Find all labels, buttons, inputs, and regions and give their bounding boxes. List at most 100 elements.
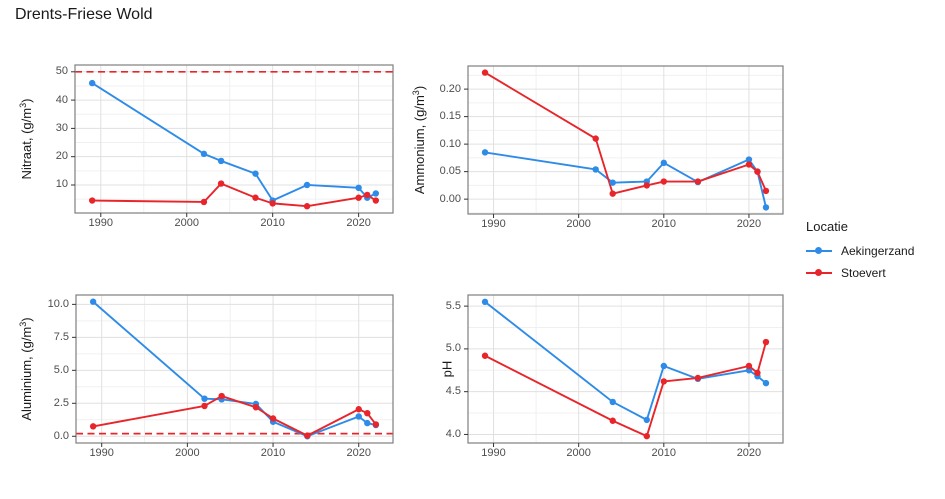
data-point (303, 181, 311, 189)
data-point (592, 166, 599, 173)
data-point (355, 413, 362, 420)
data-point (201, 402, 208, 410)
data-point (88, 79, 96, 87)
x-tick-label: 1990 (89, 447, 114, 459)
data-point (269, 415, 277, 422)
data-point (643, 432, 650, 440)
legend-item-label: Aekingerzand (841, 244, 915, 258)
legend: Locatie Aekingerzand Stoevert (806, 219, 914, 288)
y-tick-label: 7.5 (53, 330, 69, 343)
data-point (303, 203, 311, 210)
panel-background (468, 295, 783, 443)
data-point (364, 409, 371, 417)
data-point (660, 362, 668, 370)
panel-background (75, 65, 393, 213)
data-point (609, 398, 616, 406)
y-tick-label: 5.0 (53, 363, 69, 376)
data-point (592, 135, 599, 142)
data-point (304, 432, 311, 439)
y-tick-label: 0.10 (439, 137, 461, 150)
y-tick-label: 2.5 (53, 396, 69, 409)
x-tick-label: 1990 (481, 447, 506, 459)
legend-key-dot-icon (815, 247, 822, 254)
panel-border (467, 294, 784, 444)
x-tick-label: 2020 (346, 217, 371, 229)
data-point (252, 194, 259, 201)
y-tick-label: 50 (55, 65, 68, 78)
data-point (252, 404, 260, 411)
legend-item-aekingerzand: Aekingerzand (806, 244, 914, 258)
y-tick-label: 10 (55, 178, 68, 191)
data-point (355, 184, 362, 192)
data-point (745, 362, 753, 370)
data-point (481, 69, 489, 76)
data-point (694, 178, 702, 185)
nitraat-y-axis-label: Nitraat, (g/m3) (17, 98, 35, 180)
data-point (88, 197, 96, 204)
y-tick-label: 40 (55, 93, 68, 106)
panel-border (467, 65, 784, 215)
data-point (481, 149, 489, 156)
chart-title: Drents-Friese Wold (15, 6, 153, 23)
legend-item-stoevert: Stoevert (806, 266, 914, 280)
y-tick-label: 0.15 (439, 110, 461, 123)
data-point (364, 419, 371, 427)
data-point (200, 198, 208, 206)
data-point (660, 178, 668, 185)
data-point (217, 180, 225, 187)
aluminium-y-axis-label: Aluminium, (g/m3) (17, 317, 35, 421)
panel-background (468, 66, 783, 214)
data-point (745, 156, 753, 163)
x-tick-label: 2020 (346, 447, 371, 459)
ph-plot (464, 294, 784, 447)
x-tick-label: 2000 (174, 217, 199, 229)
panel-border (74, 64, 394, 214)
y-tick-label: 0.05 (439, 165, 461, 178)
y-tick-label: 30 (55, 121, 68, 134)
y-tick-label: 5.5 (445, 299, 461, 312)
data-point (481, 298, 489, 306)
data-point (372, 190, 380, 197)
data-point (643, 416, 650, 424)
y-tick-label: 0.00 (439, 192, 461, 205)
legend-key-aekingerzand (806, 244, 832, 258)
data-point (355, 406, 362, 413)
legend-key-stoevert (806, 266, 832, 280)
panel-border (75, 294, 394, 444)
data-point (201, 395, 208, 402)
legend-title: Locatie (806, 219, 848, 234)
data-point (660, 159, 668, 167)
x-tick-label: 2000 (566, 218, 591, 230)
data-point (694, 374, 702, 382)
ammonium-y-axis-label: Ammonium, (g/m3) (410, 85, 428, 195)
data-point (372, 197, 380, 204)
data-point (481, 352, 489, 359)
x-tick-label: 2010 (260, 447, 286, 459)
data-point (754, 369, 761, 377)
data-point (609, 179, 616, 186)
y-tick-label: 4.5 (445, 385, 461, 398)
data-point (217, 157, 225, 165)
data-point (218, 392, 225, 400)
aluminium-plot (72, 294, 394, 447)
x-tick-label: 2010 (651, 447, 677, 459)
data-point (643, 182, 650, 189)
data-point (762, 379, 770, 387)
data-point (754, 168, 761, 175)
x-tick-label: 2010 (651, 218, 677, 230)
y-tick-label: 4.0 (445, 427, 461, 440)
data-point (660, 378, 668, 385)
x-tick-label: 2020 (736, 218, 762, 230)
legend-item-label: Stoevert (841, 266, 886, 280)
data-point (762, 187, 770, 195)
ph-y-axis-label: pH (439, 360, 455, 378)
data-point (609, 417, 616, 424)
y-tick-label: 0.20 (439, 82, 461, 95)
x-tick-label: 2000 (566, 447, 591, 459)
nitraat-plot (71, 64, 394, 217)
x-tick-label: 1990 (88, 217, 114, 229)
x-tick-label: 2000 (175, 447, 200, 459)
y-tick-label: 0.0 (53, 429, 69, 442)
data-point (355, 194, 362, 201)
data-point (269, 200, 276, 207)
